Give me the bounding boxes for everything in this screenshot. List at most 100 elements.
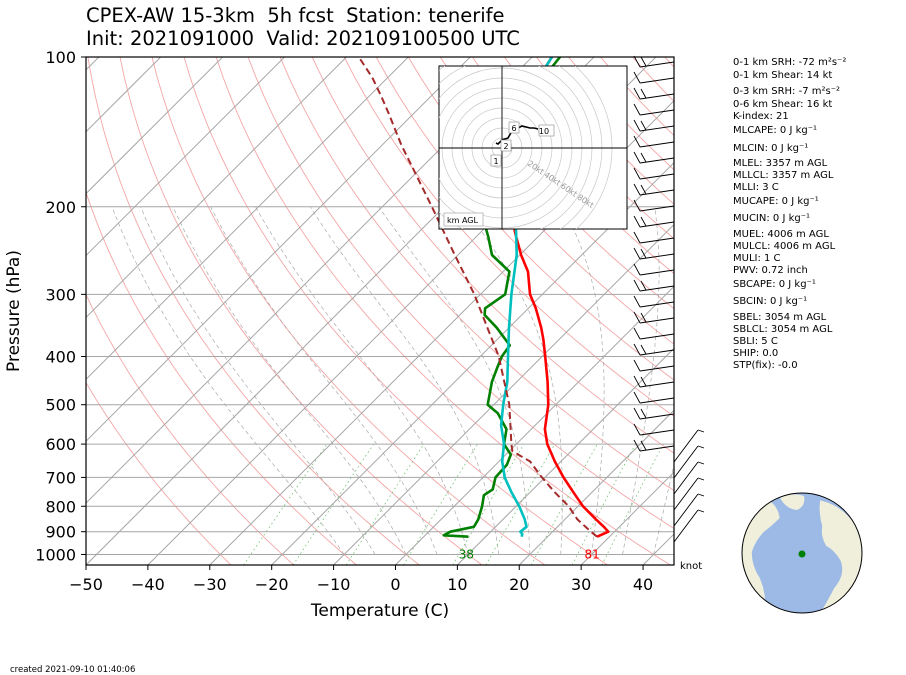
wind-barb [633,407,675,420]
chart-title: CPEX-AW 15-3km 5h fcst Station: tenerife [86,4,505,27]
wind-barb [633,439,675,452]
hodograph-height-box [538,124,555,137]
wind-barb [633,151,675,164]
dry-adiabat [825,57,906,565]
created-timestamp: created 2021-09-10 01:40:06 [10,665,136,675]
dry-adiabat [343,57,674,417]
wind-barb [673,461,705,495]
isotherm-line [580,471,674,565]
mixing-ratio-line [243,443,328,565]
dry-adiabat [86,381,232,565]
index-line: MULI: 1 C [733,253,781,264]
wind-barb [633,295,675,308]
dry-adiabat [87,57,420,565]
y-tick-label: 600 [45,435,76,454]
chart-subtitle: Init: 2021091000 Valid: 202109100500 UTC [86,27,520,50]
hodograph-units-label: km AGL [447,216,479,225]
wind-barb [633,55,675,68]
isotherm-line [86,57,471,442]
y-tick-label: 1000 [35,545,76,564]
plot-frame [85,56,675,566]
wind-barb [633,279,675,292]
mixing-ratio-line [571,443,636,565]
x-tick-label: 40 [633,575,653,594]
y-tick-label: 500 [45,396,76,415]
wind-barb [633,423,675,436]
index-line: MLLI: 3 C [733,182,779,193]
isotherm-line [86,57,347,319]
y-tick-label: 400 [45,348,76,367]
wind-barb [633,311,675,324]
moist-adiabat [378,206,531,555]
x-tick-label: −50 [69,575,103,594]
parcel-profile [357,57,598,538]
index-line: 0-3 km SRH: -7 m²s⁻² [733,86,840,97]
index-line: SBCIN: 0 J kg⁻¹ [733,296,808,307]
hodograph-height-label: 6 [511,124,516,133]
wind-barb [633,327,675,340]
globe-land-greenland [780,494,805,510]
wind-barb [673,445,705,479]
hodograph-height-label: 10 [539,127,549,136]
isotherm-line [333,223,674,565]
index-line: MLEL: 3357 m AGL [733,158,828,169]
dry-adiabat [375,57,674,381]
moist-adiabat [463,206,563,555]
y-axis-label: Pressure (hPa) [4,250,24,372]
wind-barb [633,391,675,404]
hodograph-height-box [490,154,502,167]
x-tick-label: 10 [447,575,467,594]
wind-barb [633,199,675,212]
index-line: SBCAPE: 0 J kg⁻¹ [733,279,816,290]
mixing-ratio-line [403,443,478,565]
dry-adiabat [472,57,674,275]
moist-adiabat [140,206,376,555]
index-line: MUCAPE: 0 J kg⁻¹ [733,196,819,207]
index-line: MUEL: 4006 m AGL [733,229,829,240]
x-tick-label: −20 [255,575,289,594]
index-line: SHIP: 0.0 [733,348,779,359]
isotherm-line [271,161,674,565]
wind-barb [633,247,675,260]
isotherm-line [86,57,162,133]
surface-temperature-label: 81 [584,548,599,562]
index-line: MULCL: 4006 m AGL [733,241,836,252]
x-tick-label: 20 [509,575,529,594]
dry-adiabat [86,190,357,565]
mixing-ratio-line [292,443,375,565]
dry-adiabat [86,293,295,565]
wind-barb [673,509,705,543]
wind-barb [633,167,675,180]
moist-adiabat [562,206,605,555]
dry-adiabat [119,57,483,565]
index-line: SBLCL: 3054 m AGL [733,324,833,335]
index-line: MLCIN: 0 J kg⁻¹ [733,143,809,154]
x-tick-label: 30 [571,575,591,594]
moist-adiabat [172,206,407,555]
wind-barb [633,215,675,228]
mixing-ratio-line [530,443,598,565]
wind-barb [633,263,675,276]
index-line: K-index: 21 [733,111,789,122]
x-axis-label: Temperature (C) [310,601,449,621]
globe-outline [741,492,863,614]
isotherm-line [86,57,409,381]
dry-adiabat [857,57,906,565]
index-line: STP(fix): -0.0 [733,360,798,371]
y-tick-label: 900 [45,523,76,542]
wind-barb [633,71,675,84]
index-line: 0-1 km SRH: -72 m²s⁻² [733,57,847,68]
y-tick-label: 800 [45,497,76,516]
y-tick-label: 700 [45,468,76,487]
isotherm-line [518,409,674,565]
hodograph-panel [438,65,628,230]
wind-barb [633,183,675,196]
hodograph-units-box [443,212,484,227]
hodograph-height-label: 2 [503,142,508,151]
wind-barb [633,87,675,100]
surface-dewpoint-label: 38 [459,548,474,562]
wind-barb [633,359,675,372]
dry-adiabat [407,57,674,345]
